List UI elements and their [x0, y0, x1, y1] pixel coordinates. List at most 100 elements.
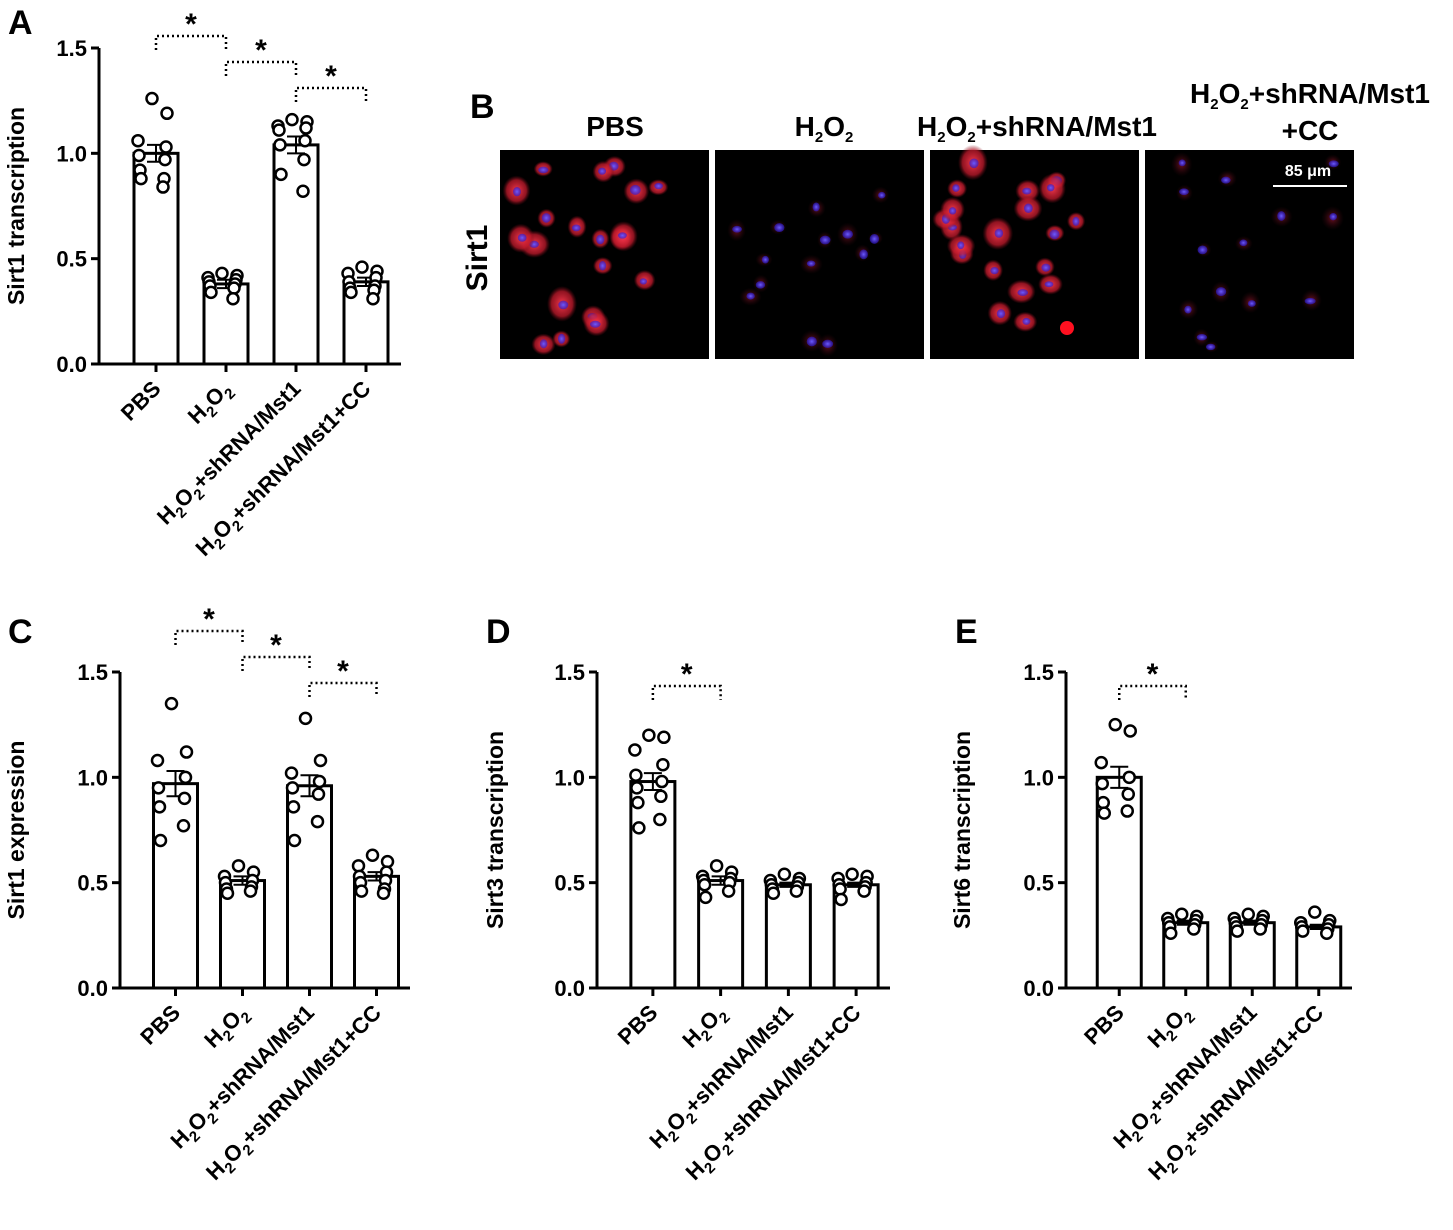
- data-point: [1120, 804, 1134, 818]
- data-point: [285, 781, 300, 795]
- bright-spot: [1060, 321, 1074, 335]
- data-point: [629, 768, 643, 782]
- cell-nucleus: [541, 213, 551, 223]
- significance-star: *: [255, 34, 267, 67]
- cell-nucleus: [1041, 263, 1051, 272]
- y-tick-label: 0.0: [1023, 976, 1054, 1001]
- data-point: [297, 152, 311, 167]
- cell-nucleus: [1329, 213, 1337, 221]
- cell-nucleus: [774, 223, 785, 233]
- data-point: [351, 859, 366, 873]
- data-point: [709, 859, 724, 873]
- data-point: [299, 121, 313, 135]
- cell-nucleus: [994, 228, 1004, 238]
- data-point: [777, 867, 792, 881]
- y-tick-label: 0.5: [1023, 871, 1054, 896]
- significance-bracket: [651, 684, 722, 700]
- x-category-label: PBS: [135, 1000, 185, 1050]
- micrograph-column-label: H2O2+shRNA/Mst1: [1190, 78, 1430, 113]
- data-point: [657, 730, 671, 745]
- cell-nucleus: [1022, 187, 1032, 195]
- data-point: [164, 696, 179, 711]
- cell-nucleus: [952, 184, 960, 192]
- data-point: [632, 821, 646, 835]
- data-point: [631, 795, 645, 810]
- data-point: [176, 819, 191, 833]
- cell-nucleus: [1197, 245, 1208, 255]
- micrograph-panel: Sirt1 PBS H2O2 H2O2+shRNA/Mst1 H2O2+shRNA/M…: [461, 78, 1430, 359]
- data-point: [152, 800, 167, 814]
- cell-nucleus: [842, 229, 853, 239]
- cell-nucleus: [596, 234, 605, 245]
- cell-nucleus: [1196, 334, 1208, 341]
- data-point: [227, 281, 241, 295]
- data-point: [287, 833, 302, 848]
- data-point: [226, 291, 240, 306]
- data-point: [365, 848, 380, 863]
- bar: [286, 784, 333, 990]
- data-point: [296, 184, 310, 199]
- data-point: [1175, 907, 1189, 922]
- data-point: [285, 112, 299, 127]
- cell-nucleus: [598, 261, 607, 271]
- data-point: [1253, 922, 1267, 936]
- data-point: [857, 884, 871, 898]
- cell-nucleus: [1184, 305, 1192, 314]
- data-point: [131, 133, 145, 148]
- data-point: [1320, 926, 1334, 940]
- data-point: [1187, 922, 1201, 936]
- y-axis-label: Sirt3 transcription: [482, 731, 508, 929]
- data-point: [1230, 924, 1244, 938]
- panel-letter-d: D: [486, 613, 511, 651]
- data-point: [284, 766, 299, 780]
- data-point: [134, 171, 148, 186]
- significance-star: *: [681, 658, 693, 691]
- cell-nucleus: [746, 292, 755, 300]
- data-point: [215, 266, 229, 281]
- micrograph-column-label: H2O2: [795, 111, 854, 146]
- cell-nucleus: [1022, 317, 1031, 325]
- data-point: [243, 884, 258, 898]
- data-point: [1096, 795, 1110, 810]
- micrograph-row-label: Sirt1: [461, 225, 494, 292]
- y-tick-label: 1.5: [554, 660, 585, 685]
- cell-nucleus: [618, 232, 627, 239]
- y-tick-label: 0.5: [554, 871, 585, 896]
- y-tick-label: 0.0: [56, 352, 87, 377]
- cell-nucleus: [1179, 188, 1189, 196]
- y-tick-label: 0.0: [554, 976, 585, 1001]
- data-point: [298, 711, 313, 726]
- cell-nucleus: [806, 336, 817, 347]
- data-point: [1296, 924, 1310, 938]
- cell-nucleus: [1328, 160, 1339, 168]
- cell-nucleus: [1046, 184, 1055, 192]
- cell-nucleus: [598, 167, 607, 175]
- x-category-label: PBS: [116, 376, 166, 426]
- data-point: [156, 180, 170, 194]
- data-point: [654, 789, 668, 804]
- data-point: [273, 138, 287, 152]
- cell-nucleus: [517, 233, 527, 242]
- significance-bracket: [308, 681, 378, 697]
- micrograph-tile: [1145, 150, 1354, 359]
- data-point: [177, 791, 192, 806]
- micrograph-tile: [715, 150, 924, 359]
- data-point: [1095, 776, 1109, 791]
- x-category-label: H2O2: [183, 376, 239, 432]
- x-category-label: H2O2: [1142, 1000, 1198, 1056]
- cell-nucleus: [806, 260, 816, 267]
- significance-star: *: [270, 629, 282, 662]
- data-point: [834, 892, 848, 907]
- data-point: [150, 753, 165, 768]
- significance-star: *: [337, 655, 349, 688]
- micrograph-column-label: PBS: [586, 111, 644, 142]
- cell-nucleus: [1049, 229, 1060, 240]
- y-tick-label: 1.0: [554, 765, 585, 790]
- panel-letter-e: E: [955, 613, 978, 651]
- cell-nucleus: [539, 339, 548, 349]
- data-point: [789, 884, 804, 898]
- data-point: [642, 728, 656, 742]
